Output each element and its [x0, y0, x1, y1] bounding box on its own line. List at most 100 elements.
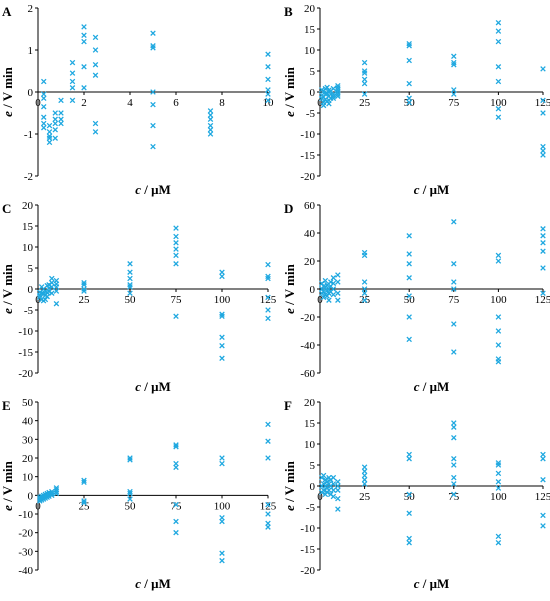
data-point — [540, 143, 546, 150]
data-point — [540, 233, 546, 239]
data-point — [361, 59, 368, 66]
data-point — [265, 501, 271, 508]
data-point — [406, 275, 412, 281]
y-tick-label: 5 — [310, 66, 316, 78]
data-point — [265, 275, 271, 282]
data-point — [406, 261, 412, 267]
data-point — [265, 97, 271, 104]
data-point — [335, 479, 341, 485]
data-point — [127, 290, 133, 296]
data-point — [495, 533, 502, 540]
data-point — [361, 91, 368, 97]
y-tick-label: -2 — [24, 171, 33, 183]
data-point — [495, 539, 502, 546]
data-point — [495, 470, 502, 477]
y-tick-label: -5 — [306, 108, 316, 120]
data-point — [81, 479, 87, 486]
data-point — [361, 468, 368, 475]
data-point — [69, 78, 76, 85]
x-tick-label: 0 — [35, 97, 41, 109]
data-point — [330, 95, 337, 102]
data-point — [540, 148, 546, 154]
data-point — [451, 349, 457, 355]
data-point — [173, 464, 179, 471]
data-point — [406, 336, 412, 343]
data-point — [361, 252, 368, 259]
x-tick-label: 2 — [81, 97, 87, 109]
y-tick-label: -10 — [300, 523, 315, 535]
data-point — [361, 481, 368, 487]
data-point — [81, 32, 87, 39]
x-tick-label: 125 — [535, 97, 550, 109]
data-point — [40, 78, 47, 85]
data-point — [320, 289, 327, 295]
data-point — [327, 279, 334, 285]
data-point — [173, 501, 179, 508]
y-tick-label: 0 — [310, 87, 316, 99]
data-point — [330, 280, 337, 287]
data-point — [52, 110, 59, 116]
data-point — [451, 434, 457, 441]
data-point — [540, 476, 546, 483]
data-point — [451, 424, 457, 430]
y-axis-label: e / V min — [0, 460, 15, 511]
data-point — [406, 99, 412, 106]
data-point — [335, 483, 341, 489]
y-tick-label: 50 — [22, 397, 34, 409]
data-point — [219, 557, 225, 564]
data-point — [540, 110, 546, 116]
data-point — [335, 279, 341, 285]
data-point — [451, 462, 457, 468]
data-point — [150, 89, 156, 95]
data-point — [58, 120, 64, 127]
data-point — [540, 455, 546, 462]
data-point — [265, 307, 271, 313]
data-point — [406, 539, 412, 546]
data-point — [335, 297, 341, 303]
data-point — [219, 355, 225, 362]
data-point — [265, 91, 271, 97]
data-point — [265, 524, 271, 530]
data-point — [451, 420, 457, 426]
x-tick-label: 4 — [127, 97, 133, 109]
y-tick-label: 5 — [28, 263, 34, 275]
data-point — [81, 282, 87, 288]
data-point — [451, 53, 457, 60]
data-point — [40, 95, 47, 102]
data-point — [361, 68, 368, 74]
data-point — [44, 293, 50, 300]
data-point — [150, 143, 156, 150]
y-tick-label: -30 — [18, 546, 33, 558]
data-point — [92, 47, 99, 53]
data-point — [92, 120, 99, 127]
data-point — [335, 89, 341, 95]
x-tick-label: 100 — [214, 500, 231, 512]
x-axis-label: c / μM — [414, 379, 450, 394]
data-point — [495, 114, 502, 120]
data-point — [49, 290, 55, 296]
data-point — [361, 290, 368, 296]
y-tick-label: -60 — [300, 368, 315, 380]
y-tick-label: -5 — [306, 502, 316, 514]
x-tick-label: 25 — [79, 294, 91, 306]
data-point — [361, 286, 368, 292]
data-point — [540, 152, 546, 158]
y-tick-label: -40 — [18, 565, 33, 577]
data-point — [92, 61, 99, 68]
data-point — [361, 76, 368, 83]
panel-label: A — [2, 4, 12, 19]
data-point — [81, 500, 87, 506]
data-point — [495, 479, 502, 485]
y-tick-label: 20 — [22, 453, 34, 465]
data-point — [150, 122, 156, 129]
data-point — [127, 488, 133, 495]
y-tick-label: 40 — [304, 228, 316, 240]
data-point — [330, 481, 337, 487]
y-tick-label: 0 — [28, 284, 34, 296]
data-point — [361, 297, 368, 303]
data-point — [406, 40, 412, 47]
data-point — [495, 359, 502, 365]
data-point — [335, 495, 341, 502]
data-point — [330, 275, 337, 281]
